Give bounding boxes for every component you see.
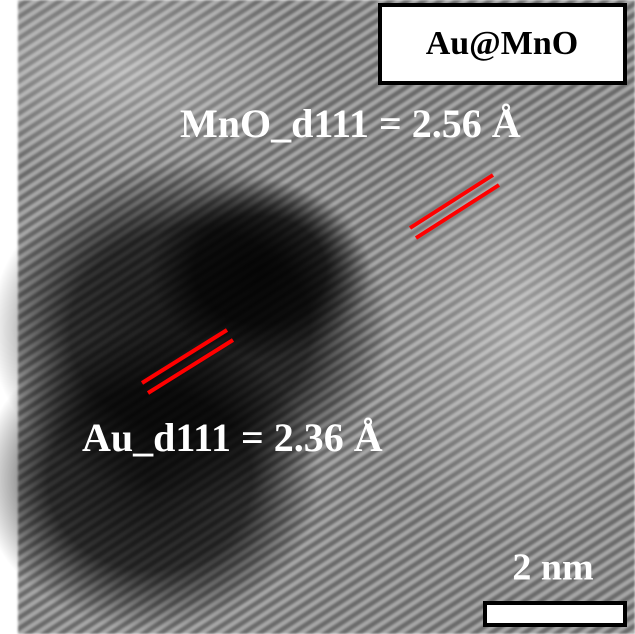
tem-image: Au@MnO MnO_d111 = 2.56 Å Au_d111 = 2.36 … [0,0,635,634]
micrograph [0,0,635,634]
sample-label: Au@MnO [426,25,579,62]
annotation: MnO_d111 = 2.56 Å [180,101,521,146]
scale-bar [485,603,625,625]
scale-bar-label: 2 nm [512,547,593,589]
annotation: Au_d111 = 2.36 Å [82,415,383,460]
